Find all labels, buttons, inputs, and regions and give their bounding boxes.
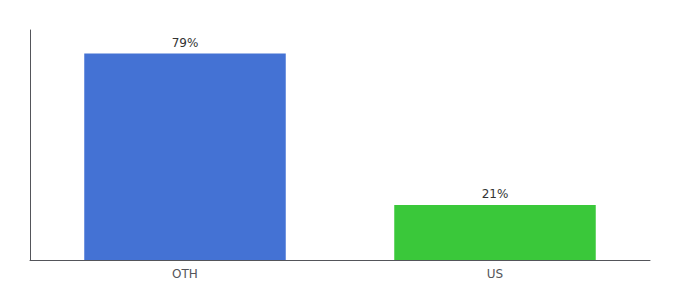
svg-text:US: US xyxy=(487,267,503,281)
svg-text:OTH: OTH xyxy=(172,267,198,281)
svg-text:79%: 79% xyxy=(172,36,199,50)
svg-text:21%: 21% xyxy=(482,187,509,201)
